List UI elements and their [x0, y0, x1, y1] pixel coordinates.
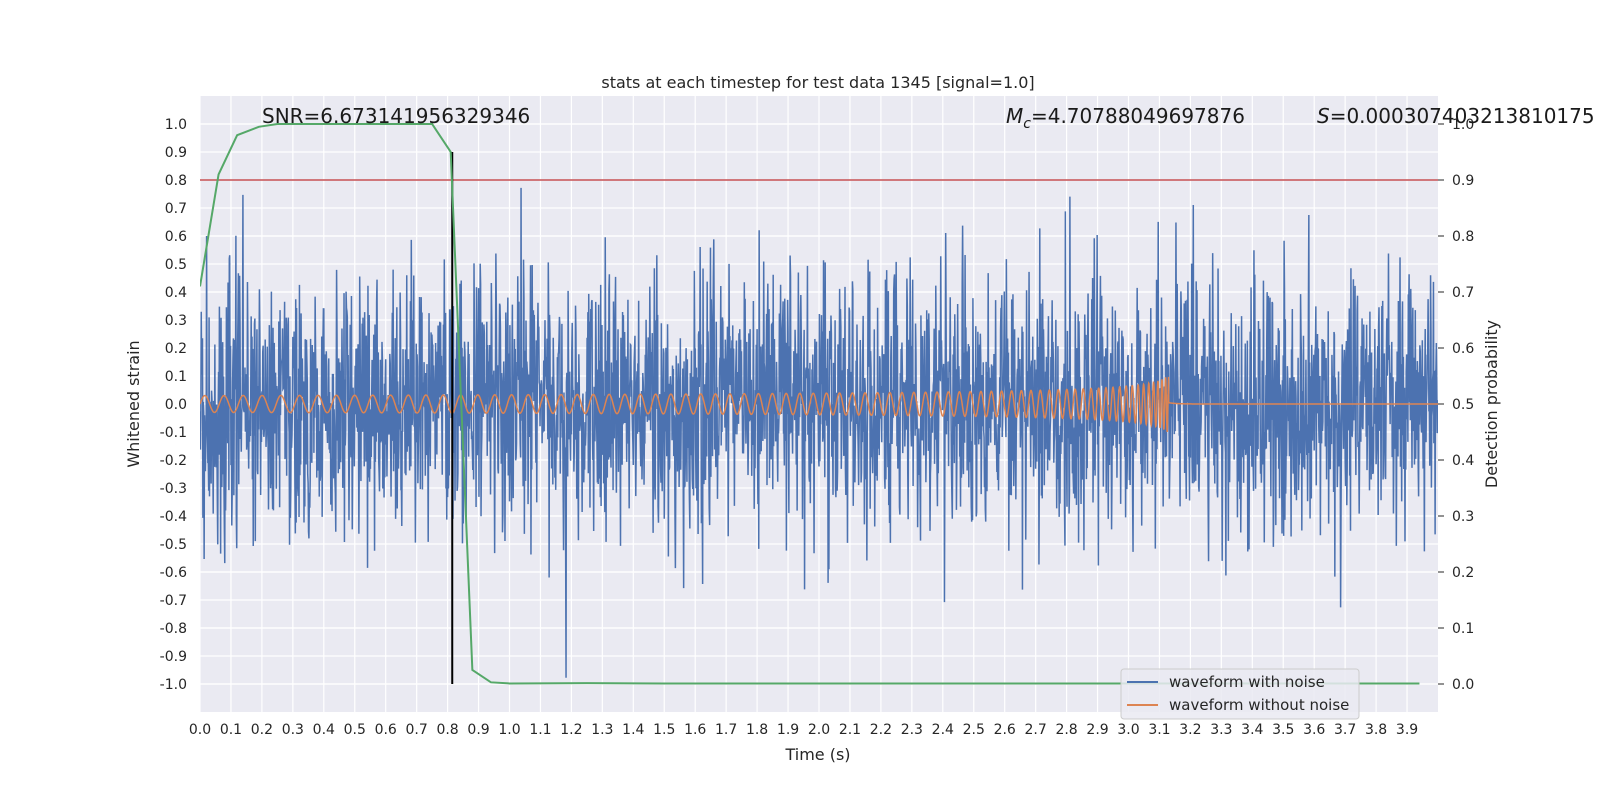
x-tick-label: 1.6 [684, 722, 706, 738]
x-tick-label: 3.8 [1365, 722, 1387, 738]
x-tick-label: 3.2 [1179, 722, 1201, 738]
x-tick-label: 3.4 [1241, 722, 1263, 738]
x-tick-label: 2.3 [901, 722, 923, 738]
x-tick-label: 3.1 [1148, 722, 1170, 738]
left-y-tick-label: 0.4 [165, 285, 187, 301]
right-y-tick-label: 0.4 [1452, 453, 1474, 469]
left-y-tick-label: 0.6 [165, 229, 187, 245]
x-tick-label: 0.3 [282, 722, 304, 738]
right-y-tick-label: 0.2 [1452, 565, 1474, 581]
x-tick-label: 3.5 [1272, 722, 1294, 738]
x-tick-label: 2.5 [963, 722, 985, 738]
legend-entry-clean: waveform without noise [1169, 696, 1349, 714]
left-y-tick-label: -0.6 [160, 565, 187, 581]
x-tick-label: 3.0 [1117, 722, 1139, 738]
snr-annotation: SNR=6.673141956329346 [262, 104, 530, 128]
x-tick-label: 2.1 [839, 722, 861, 738]
left-y-tick-label: 0.0 [165, 397, 187, 413]
x-tick-label: 2.7 [1025, 722, 1047, 738]
x-tick-label: 2.6 [994, 722, 1016, 738]
x-tick-label: 1.7 [715, 722, 737, 738]
right-y-tick-label: 0.7 [1452, 285, 1474, 301]
left-y-tick-label: 0.3 [165, 313, 187, 329]
left-y-tick-labels: -1.0 -0.9 -0.8 -0.7 -0.6 -0.5 -0.4 -0.3 -0.2 -0.1… [160, 117, 187, 693]
x-tick-label: 0.2 [251, 722, 273, 738]
x-tick-label: 3.9 [1396, 722, 1418, 738]
right-y-tick-label: 0.3 [1452, 509, 1474, 525]
left-y-tick-label: -0.7 [160, 593, 187, 609]
chirp-mass-value: =4.70788049697876 [1031, 104, 1245, 128]
legend-box [1120, 668, 1360, 720]
x-tick-label: 2.4 [932, 722, 954, 738]
left-y-tick-label: 0.5 [165, 257, 187, 273]
s-value: =0.000307403213810175 [1330, 104, 1595, 128]
right-y-tick-label: 0.1 [1452, 621, 1474, 637]
x-tick-label: 1.5 [653, 722, 675, 738]
x-tick-label: 1.2 [560, 722, 582, 738]
x-tick-label: 3.7 [1334, 722, 1356, 738]
right-y-tick-label: 1.0 [1452, 117, 1474, 133]
left-y-tick-label: 0.8 [165, 173, 187, 189]
x-tick-label: 0.5 [344, 722, 366, 738]
left-y-tick-label: 1.0 [165, 117, 187, 133]
x-tick-label: 2.2 [870, 722, 892, 738]
right-y-tick-label: 0.8 [1452, 229, 1474, 245]
x-tick-label: 1.9 [777, 722, 799, 738]
x-tick-label: 0.6 [375, 722, 397, 738]
left-y-tick-label: 0.1 [165, 369, 187, 385]
left-y-axis-label: Whitened strain [124, 340, 143, 467]
legend-entry-noise: waveform with noise [1169, 673, 1325, 691]
x-tick-label: 0.7 [406, 722, 428, 738]
right-y-tick-labels: 0.0 0.1 0.2 0.3 0.4 0.5 0.6 0.7 0.8 0.9 1.0 [1438, 117, 1474, 693]
left-y-tick-label: -0.1 [160, 425, 187, 441]
x-tick-label: 1.4 [622, 722, 644, 738]
x-tick-label: 2.9 [1086, 722, 1108, 738]
x-tick-label: 0.4 [313, 722, 335, 738]
x-axis-label: Time (s) [784, 745, 850, 764]
x-tick-label: 1.1 [529, 722, 551, 738]
x-tick-label: 2.0 [808, 722, 830, 738]
x-tick-label: 0.1 [220, 722, 242, 738]
left-y-tick-label: -1.0 [160, 677, 187, 693]
s-annotation: S=0.000307403213810175 [1317, 104, 1595, 128]
left-y-tick-label: -0.3 [160, 481, 187, 497]
left-y-tick-label: -0.9 [160, 649, 187, 665]
series-waveform-with-noise [200, 187, 1438, 678]
chirp-mass-subscript: c [1023, 116, 1031, 132]
x-tick-label: 1.3 [591, 722, 613, 738]
right-y-tick-label: 0.6 [1452, 341, 1474, 357]
series-waveform-without-noise [200, 376, 1438, 433]
chirp-mass-symbol: M [1006, 104, 1023, 128]
left-y-tick-label: -0.2 [160, 453, 187, 469]
right-y-tick-label: 0.5 [1452, 397, 1474, 413]
x-tick-labels: 0.0 0.1 0.2 0.3 0.4 0.5 0.6 0.7 0.8 0.9 1.0 1.1 1.2 1… [189, 722, 1418, 738]
left-y-tick-label: 0.2 [165, 341, 187, 357]
chirp-mass-annotation: Mc=4.70788049697876 [1006, 104, 1245, 132]
legend: waveform with noise waveform without noi… [1120, 668, 1360, 720]
x-tick-label: 2.8 [1055, 722, 1077, 738]
series-detection-probability [200, 123, 1420, 685]
right-y-axis-label: Detection probability [1482, 320, 1501, 488]
left-y-tick-label: 0.7 [165, 201, 187, 217]
x-tick-label: 1.8 [746, 722, 768, 738]
left-y-tick-label: 0.9 [165, 145, 187, 161]
x-tick-label: 0.9 [467, 722, 489, 738]
left-y-tick-label: -0.4 [160, 509, 187, 525]
right-y-tick-label: 0.0 [1452, 677, 1474, 693]
left-y-tick-label: -0.8 [160, 621, 187, 637]
x-tick-label: 1.0 [498, 722, 520, 738]
s-symbol: S [1317, 104, 1330, 128]
x-tick-label: 0.0 [189, 722, 211, 738]
left-y-tick-label: -0.5 [160, 537, 187, 553]
x-tick-label: 0.8 [436, 722, 458, 738]
right-y-tick-label: 0.9 [1452, 173, 1474, 189]
x-tick-label: 3.6 [1303, 722, 1325, 738]
x-tick-label: 3.3 [1210, 722, 1232, 738]
chart-title: stats at each timestep for test data 134… [601, 73, 1034, 92]
